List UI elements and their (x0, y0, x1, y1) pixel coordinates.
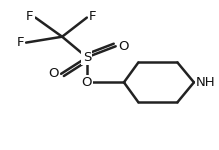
Text: F: F (89, 10, 96, 23)
Text: F: F (26, 10, 33, 23)
Text: S: S (83, 51, 91, 64)
Text: F: F (17, 36, 24, 49)
Text: O: O (48, 67, 59, 80)
Text: NH: NH (196, 76, 216, 89)
Text: O: O (118, 40, 129, 53)
Text: O: O (82, 76, 92, 89)
